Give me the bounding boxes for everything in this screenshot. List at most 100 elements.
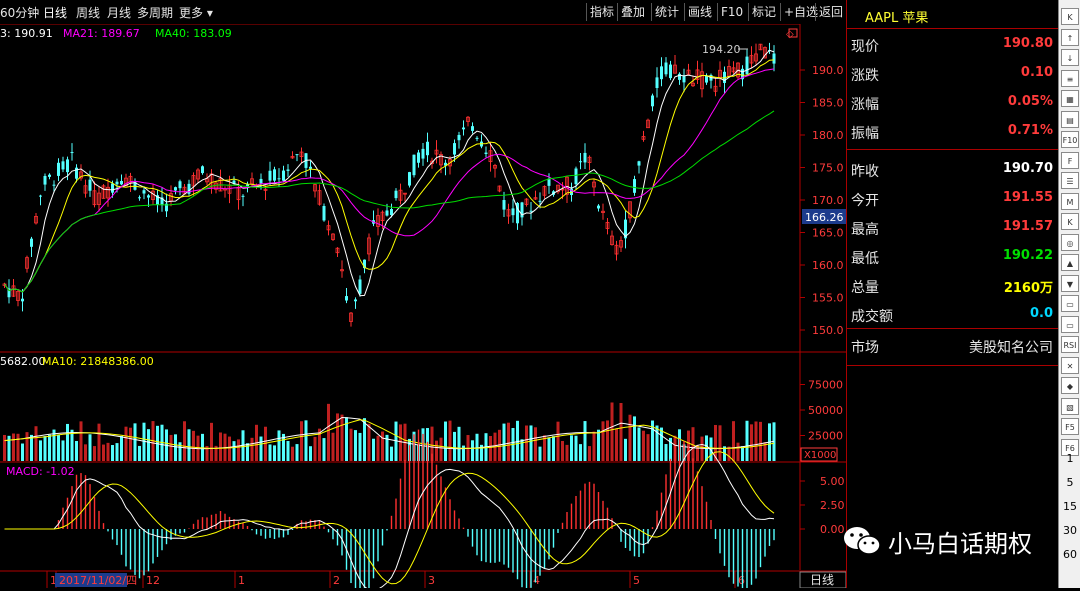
tool-icon[interactable]: F bbox=[1061, 151, 1079, 169]
candle-body bbox=[66, 159, 69, 173]
quote-label: 最高 bbox=[851, 222, 879, 238]
volume-bar bbox=[291, 446, 294, 461]
tool-icon[interactable]: F5 bbox=[1061, 418, 1079, 435]
volume-bar bbox=[462, 445, 465, 461]
candle-body bbox=[111, 183, 114, 193]
quote-row: 最高 191.57 bbox=[847, 213, 1059, 242]
quote-value: 2160万 bbox=[1003, 281, 1053, 296]
quote-value: 190.70 bbox=[1002, 161, 1053, 176]
volume-bar bbox=[97, 423, 101, 461]
overlay-button[interactable]: 叠加 bbox=[617, 3, 648, 21]
volume-bar bbox=[192, 430, 195, 461]
volume-bar bbox=[750, 424, 753, 461]
tool-icon[interactable]: ✕ bbox=[1061, 356, 1079, 374]
back-button[interactable]: 返回 bbox=[815, 3, 846, 21]
volume-bar bbox=[124, 426, 128, 461]
tool-icon[interactable]: K bbox=[1061, 213, 1079, 230]
volume-bar bbox=[660, 427, 663, 461]
tool-icon[interactable]: M bbox=[1061, 192, 1079, 210]
volume-bar bbox=[246, 443, 249, 461]
draw-button[interactable]: 画线 bbox=[684, 3, 715, 21]
period-60min[interactable]: 60分钟 bbox=[0, 6, 40, 20]
candle-body bbox=[394, 190, 398, 199]
tool-icon[interactable]: ▼ bbox=[1061, 274, 1079, 292]
period-shortcut[interactable]: 5 bbox=[1066, 476, 1074, 489]
volume-bar bbox=[588, 446, 591, 461]
tool-icon[interactable]: ≡ bbox=[1061, 69, 1079, 87]
stats-button[interactable]: 统计 bbox=[651, 3, 682, 21]
volume-bar bbox=[250, 437, 254, 461]
period-shortcut[interactable]: 60 bbox=[1063, 548, 1077, 561]
volume-bar bbox=[444, 421, 447, 461]
volume-bar bbox=[340, 414, 344, 461]
volume-bar bbox=[48, 434, 51, 461]
tool-icon[interactable]: ▧ bbox=[1061, 397, 1079, 415]
candle-body bbox=[646, 119, 650, 129]
quote-value: 0.0 bbox=[1029, 306, 1053, 321]
candle-body bbox=[30, 238, 33, 247]
kline-chart[interactable]: ◇ 190.0 185.0 180.0 175.0 170.0 165.0 160.0 155.… bbox=[0, 0, 847, 591]
tool-icon[interactable]: F10 bbox=[1061, 131, 1079, 148]
candle-body bbox=[57, 162, 60, 176]
candle-body bbox=[268, 170, 272, 181]
chart-toolbar: 60分钟 日线 周线 月线 多周期 更多 ▾ 指标 叠加 统计 画线 F10 标… bbox=[0, 0, 846, 24]
tool-icon[interactable]: ▦ bbox=[1061, 90, 1079, 107]
volume-bar bbox=[385, 434, 389, 461]
tool-icon[interactable]: ▭ bbox=[1061, 315, 1079, 333]
market-row: 市场 美股知名公司 bbox=[847, 331, 1059, 360]
volume-bar bbox=[273, 445, 276, 461]
ma-legend: 3: 190.91 MA21: 189.67 MA40: 183.09 bbox=[0, 27, 600, 41]
divider bbox=[847, 328, 1059, 329]
period-shortcut[interactable]: 15 bbox=[1063, 500, 1077, 513]
tool-icon[interactable]: ↑ bbox=[1061, 28, 1079, 46]
candle-body bbox=[605, 221, 610, 229]
tool-icon[interactable]: ◆ bbox=[1061, 377, 1079, 394]
candle-body bbox=[695, 69, 700, 80]
candle-body bbox=[502, 200, 506, 210]
candle-body bbox=[106, 186, 110, 199]
candle-body bbox=[619, 240, 623, 248]
high-price-label: 194.20 bbox=[702, 43, 741, 56]
tool-icon[interactable]: ▲ bbox=[1061, 254, 1079, 271]
candle-body bbox=[637, 161, 641, 166]
period-weekly[interactable]: 周线 bbox=[76, 6, 101, 20]
quote-label: 现价 bbox=[851, 39, 879, 55]
period-daily[interactable]: 日线 bbox=[43, 6, 68, 20]
volume-bar bbox=[516, 420, 519, 461]
period-shortcut[interactable]: 30 bbox=[1063, 524, 1077, 537]
add-watchlist-button[interactable]: +自选 bbox=[780, 3, 821, 21]
candle-body bbox=[763, 47, 767, 59]
macd-dea-line bbox=[4, 451, 775, 585]
volume-bar bbox=[133, 423, 137, 461]
chart-canvas[interactable]: ◇190.0185.0180.0175.0170.0165.0160.0155.… bbox=[0, 0, 847, 591]
period-shortcut[interactable]: 1 bbox=[1066, 452, 1074, 465]
volume-bar bbox=[714, 424, 717, 461]
candle-body bbox=[83, 185, 88, 194]
candle-body bbox=[745, 56, 749, 75]
indicator-button[interactable]: 指标 bbox=[586, 3, 617, 21]
tool-icon[interactable]: ▤ bbox=[1061, 110, 1079, 128]
quote-value: 191.57 bbox=[1002, 219, 1053, 234]
quote-label: 涨跌 bbox=[851, 68, 879, 84]
volume-tick-label: 50000 bbox=[808, 404, 843, 417]
volume-bar bbox=[610, 402, 614, 461]
period-monthly[interactable]: 月线 bbox=[107, 6, 132, 20]
mark-button[interactable]: 标记 bbox=[748, 3, 779, 21]
period-more[interactable]: 更多 ▾ bbox=[179, 6, 213, 20]
tool-icon[interactable]: K bbox=[1061, 8, 1079, 25]
divider bbox=[847, 149, 1059, 150]
f10-button[interactable]: F10 bbox=[717, 3, 746, 21]
tool-icon[interactable]: F6 bbox=[1061, 438, 1079, 456]
tool-icon[interactable]: ▭ bbox=[1061, 295, 1079, 312]
volume-bar bbox=[336, 413, 339, 461]
volume-bar bbox=[30, 434, 33, 461]
volume-bar bbox=[457, 426, 461, 461]
tool-icon[interactable]: RSI bbox=[1061, 336, 1079, 353]
tool-icon[interactable]: ◎ bbox=[1061, 233, 1079, 251]
volume-ma10-line bbox=[4, 419, 775, 449]
volume-bar bbox=[430, 426, 434, 461]
tool-icon[interactable]: ↓ bbox=[1061, 49, 1079, 66]
volume-bar bbox=[399, 424, 402, 461]
period-multi[interactable]: 多周期 bbox=[137, 6, 174, 20]
tool-icon[interactable]: ☰ bbox=[1061, 172, 1079, 189]
